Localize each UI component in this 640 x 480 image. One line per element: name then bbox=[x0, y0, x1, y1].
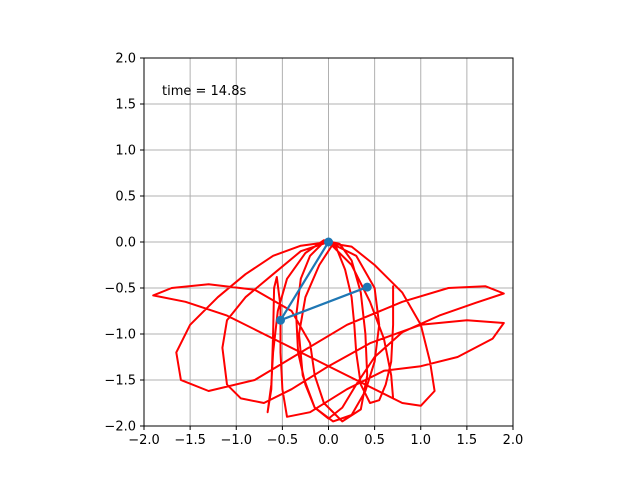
x-tick-label: 2.0 bbox=[503, 433, 524, 448]
y-tick-label: −0.5 bbox=[104, 282, 136, 297]
axis-ticks: −2.0 −1.5 −1.0 −0.5 0.0 0.5 1.0 1.5 2.0−2.0−1.5−… bbox=[104, 52, 523, 449]
y-tick-label: −2.0 bbox=[104, 420, 136, 435]
x-tick-label: 1.5 bbox=[457, 433, 478, 448]
x-tick-label: 0.5 bbox=[364, 433, 385, 448]
y-tick-label: −1.5 bbox=[104, 374, 136, 389]
pendulum-mass-2 bbox=[362, 282, 372, 292]
pendulum-mass-1 bbox=[276, 315, 286, 325]
x-tick-label: −1.0 bbox=[220, 433, 252, 448]
x-tick-label: −1.5 bbox=[174, 433, 206, 448]
pendulum-pivot bbox=[324, 237, 333, 247]
time-annotation: time = 14.8s bbox=[162, 84, 246, 99]
grid-lines bbox=[143, 57, 514, 427]
y-tick-label: 2.0 bbox=[115, 52, 136, 67]
y-tick-label: 0.0 bbox=[115, 236, 136, 251]
y-tick-label: 0.5 bbox=[115, 190, 136, 205]
x-tick-label: −2.0 bbox=[128, 433, 160, 448]
trace-layer bbox=[152, 239, 505, 423]
x-tick-label: 1.0 bbox=[410, 433, 431, 448]
y-tick-label: 1.5 bbox=[115, 98, 136, 113]
y-tick-label: −1.0 bbox=[104, 328, 136, 343]
trace-series bbox=[152, 239, 505, 423]
x-tick-label: 0.0 bbox=[318, 433, 339, 448]
x-tick-label: −0.5 bbox=[267, 433, 299, 448]
y-tick-label: 1.0 bbox=[115, 144, 136, 159]
pendulum-layer bbox=[276, 237, 372, 325]
